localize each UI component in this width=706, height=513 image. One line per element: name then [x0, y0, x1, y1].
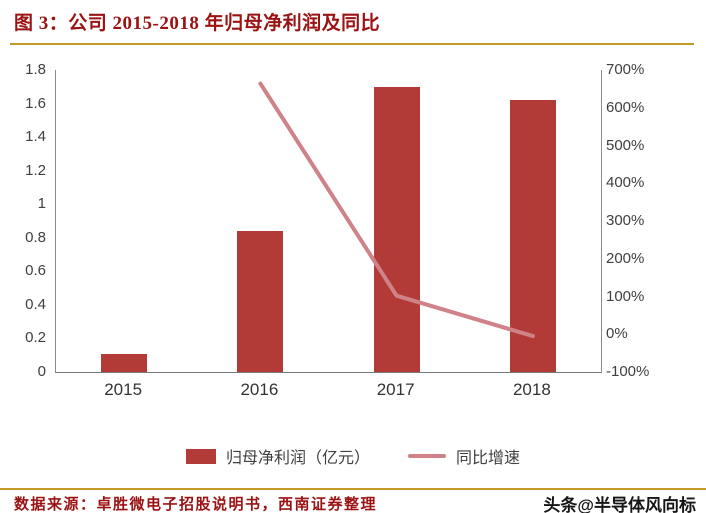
footer-divider: [0, 488, 706, 490]
legend-item-net-profit: 归母净利润（亿元）: [185, 444, 370, 468]
growth-line: [258, 81, 535, 339]
left-axis-tick-label: 0.4: [25, 295, 46, 313]
left-axis-tick-label: 1.2: [25, 161, 46, 179]
legend-bar-swatch: [185, 448, 216, 464]
figure-title: 图 3：公司 2015-2018 年归母净利润及同比: [14, 13, 381, 34]
data-source-text: 数据来源：卓胜微电子招股说明书，西南证券整理: [14, 497, 378, 513]
plot-area: [55, 70, 602, 373]
chart: 0 0.2 0.4 0.6 0.8 1 1.2 1.4 1.6 1.8 -100% 0% 100% 20…: [0, 62, 706, 432]
x-axis-label-2017: 2017: [376, 380, 415, 399]
x-axis-label-2015: 2015: [104, 380, 143, 399]
left-axis-tick-label: 1.4: [25, 128, 46, 146]
legend-bar-label: 归母净利润（亿元）: [225, 450, 370, 467]
legend-item-growth: 同比增速: [408, 444, 520, 468]
bar-2017: [373, 86, 420, 372]
legend-line-swatch: [408, 454, 446, 458]
right-axis-tick-label: 200%: [606, 249, 645, 267]
left-axis-tick-label: 0.8: [25, 228, 46, 246]
right-axis-tick-label: 600%: [606, 98, 645, 116]
right-axis-tick-label: 300%: [606, 212, 645, 229]
legend: 归母净利润（亿元） 同比增速: [0, 444, 706, 468]
x-axis: 2015 2016 2017 2018: [55, 380, 600, 406]
right-axis-tick-label: 400%: [606, 174, 645, 192]
left-axis-tick-label: 0.2: [25, 329, 46, 347]
left-axis-tick-label: 1: [37, 195, 46, 213]
x-axis-label-2018: 2018: [512, 380, 551, 399]
bar-2018: [509, 100, 556, 372]
right-axis-tick-label: -100%: [606, 363, 650, 380]
x-axis-label-2016: 2016: [240, 380, 279, 399]
watermark-text: 头条@半导体风向标: [543, 496, 696, 513]
left-axis-tick-label: 1.8: [25, 61, 46, 78]
bar-2016: [237, 231, 284, 372]
left-axis-tick-label: 0.6: [25, 262, 46, 280]
right-axis-tick-label: 700%: [606, 61, 645, 78]
left-axis-tick-label: 1.6: [25, 94, 46, 112]
growth-line-svg: [258, 81, 535, 339]
left-axis: 0 0.2 0.4 0.6 0.8 1 1.2 1.4 1.6 1.8: [0, 62, 48, 380]
right-axis: -100% 0% 100% 200% 300% 400% 500% 600% 700%: [606, 62, 706, 380]
title-underline: [10, 43, 694, 45]
right-axis-tick-label: 100%: [606, 287, 645, 305]
right-axis-tick-label: 0%: [606, 325, 628, 343]
left-axis-tick-label: 0: [37, 363, 46, 380]
bar-2015: [101, 353, 148, 372]
right-axis-tick-label: 500%: [606, 136, 645, 154]
legend-line-label: 同比增速: [456, 450, 521, 467]
